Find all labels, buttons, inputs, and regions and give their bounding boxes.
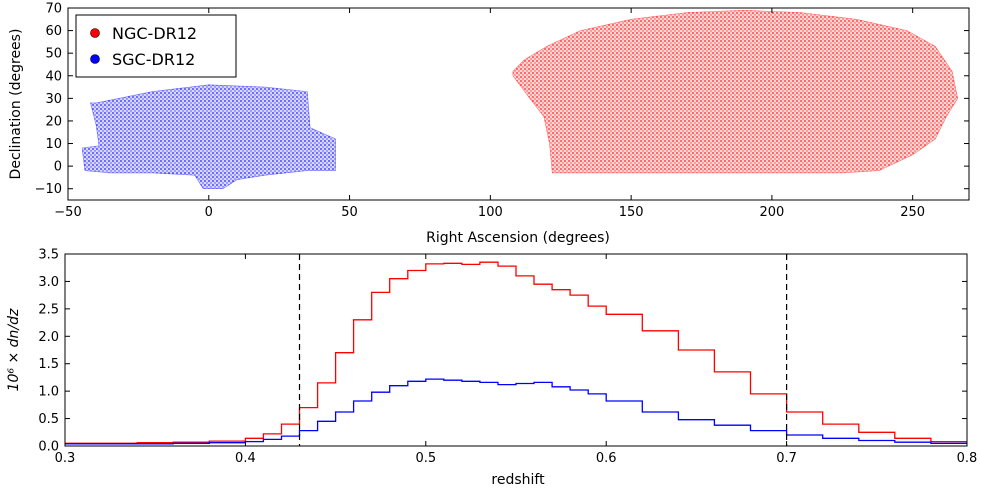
sky-map-x-tick-label: 150 bbox=[619, 205, 644, 220]
sgc-redshift-line bbox=[65, 378, 967, 445]
sky-map-x-tick-label: 50 bbox=[341, 205, 358, 220]
ngc-redshift-line bbox=[65, 261, 967, 444]
sky-map-y-tick-label: 20 bbox=[45, 114, 62, 129]
redshift-y-tick-label: 3.5 bbox=[38, 248, 59, 263]
sky-map-x-ticks: −50 0 50 100 150 200 250 bbox=[54, 8, 925, 220]
sky-map-x-tick-label: 250 bbox=[900, 205, 925, 220]
redshift-y-tick-label: 3.0 bbox=[38, 275, 59, 290]
sky-map-x-label: Right Ascension (degrees) bbox=[426, 230, 610, 246]
sgc-footprint bbox=[81, 84, 336, 189]
sky-map-y-tick-label: 10 bbox=[45, 137, 62, 152]
sky-map-x-tick-label: 100 bbox=[478, 205, 503, 220]
redshift-axes-frame bbox=[64, 253, 968, 447]
redshift-x-label: redshift bbox=[491, 472, 545, 488]
redshift-y-tick-label: 0.0 bbox=[38, 440, 59, 455]
sky-map-x-tick-label: 0 bbox=[205, 205, 213, 220]
sky-map-y-tick-label: −10 bbox=[35, 182, 62, 197]
sky-map-y-tick-label: 40 bbox=[45, 69, 62, 84]
legend-box bbox=[75, 14, 237, 78]
sky-map-y-tick-label: 50 bbox=[45, 47, 62, 62]
sky-map-x-tick-label: 200 bbox=[759, 205, 784, 220]
sky-footprints bbox=[81, 9, 959, 189]
redshift-y-label: 10⁶ × dn/dz bbox=[6, 308, 22, 391]
redshift-y-tick-label: 1.0 bbox=[38, 385, 59, 400]
redshift-x-tick-label: 0.5 bbox=[415, 451, 436, 466]
redshift-y-ticks: 0.0 0.5 1.0 1.5 2.0 2.5 3.0 3.5 bbox=[38, 248, 967, 455]
ngc-footprint bbox=[512, 9, 959, 174]
sky-map-y-tick-label: 0 bbox=[54, 160, 62, 175]
redshift-x-tick-label: 0.4 bbox=[235, 451, 256, 466]
redshift-histograms bbox=[65, 254, 967, 446]
redshift-x-tick-label: 0.3 bbox=[55, 451, 76, 466]
sky-map-x-tick-label: −50 bbox=[54, 205, 81, 220]
sky-map-y-tick-label: 30 bbox=[45, 92, 62, 107]
sky-map-axes-frame bbox=[67, 7, 970, 201]
redshift-y-tick-label: 2.5 bbox=[38, 302, 59, 317]
redshift-distribution-panel: 0.3 0.4 0.5 0.6 0.7 0.8 0.0 0.5 1.0 1.5 2.0 2.5 3.0… bbox=[6, 248, 977, 489]
sky-map-y-tick-label: 70 bbox=[45, 2, 62, 17]
redshift-y-tick-label: 1.5 bbox=[38, 357, 59, 372]
legend-marker-ngc bbox=[90, 28, 100, 38]
redshift-x-tick-label: 0.6 bbox=[596, 451, 617, 466]
sky-map-y-label: Declination (degrees) bbox=[8, 29, 24, 180]
legend-marker-sgc bbox=[90, 54, 100, 64]
legend-label-ngc: NGC-DR12 bbox=[112, 24, 197, 43]
redshift-x-tick-label: 0.7 bbox=[776, 451, 797, 466]
redshift-y-tick-label: 2.0 bbox=[38, 330, 59, 345]
sky-map-y-tick-label: 60 bbox=[45, 24, 62, 39]
legend: NGC-DR12 SGC-DR12 bbox=[75, 14, 237, 78]
redshift-x-tick-label: 0.8 bbox=[957, 451, 978, 466]
redshift-x-ticks: 0.3 0.4 0.5 0.6 0.7 0.8 bbox=[55, 254, 978, 466]
sky-map-y-ticks: −10 0 10 20 30 40 50 60 70 bbox=[35, 2, 969, 197]
redshift-y-tick-label: 0.5 bbox=[38, 412, 59, 427]
sky-map-panel: −50 0 50 100 150 200 250 −10 0 10 20 30 40 50 60 70 Ri… bbox=[8, 2, 970, 246]
legend-label-sgc: SGC-DR12 bbox=[112, 50, 195, 69]
